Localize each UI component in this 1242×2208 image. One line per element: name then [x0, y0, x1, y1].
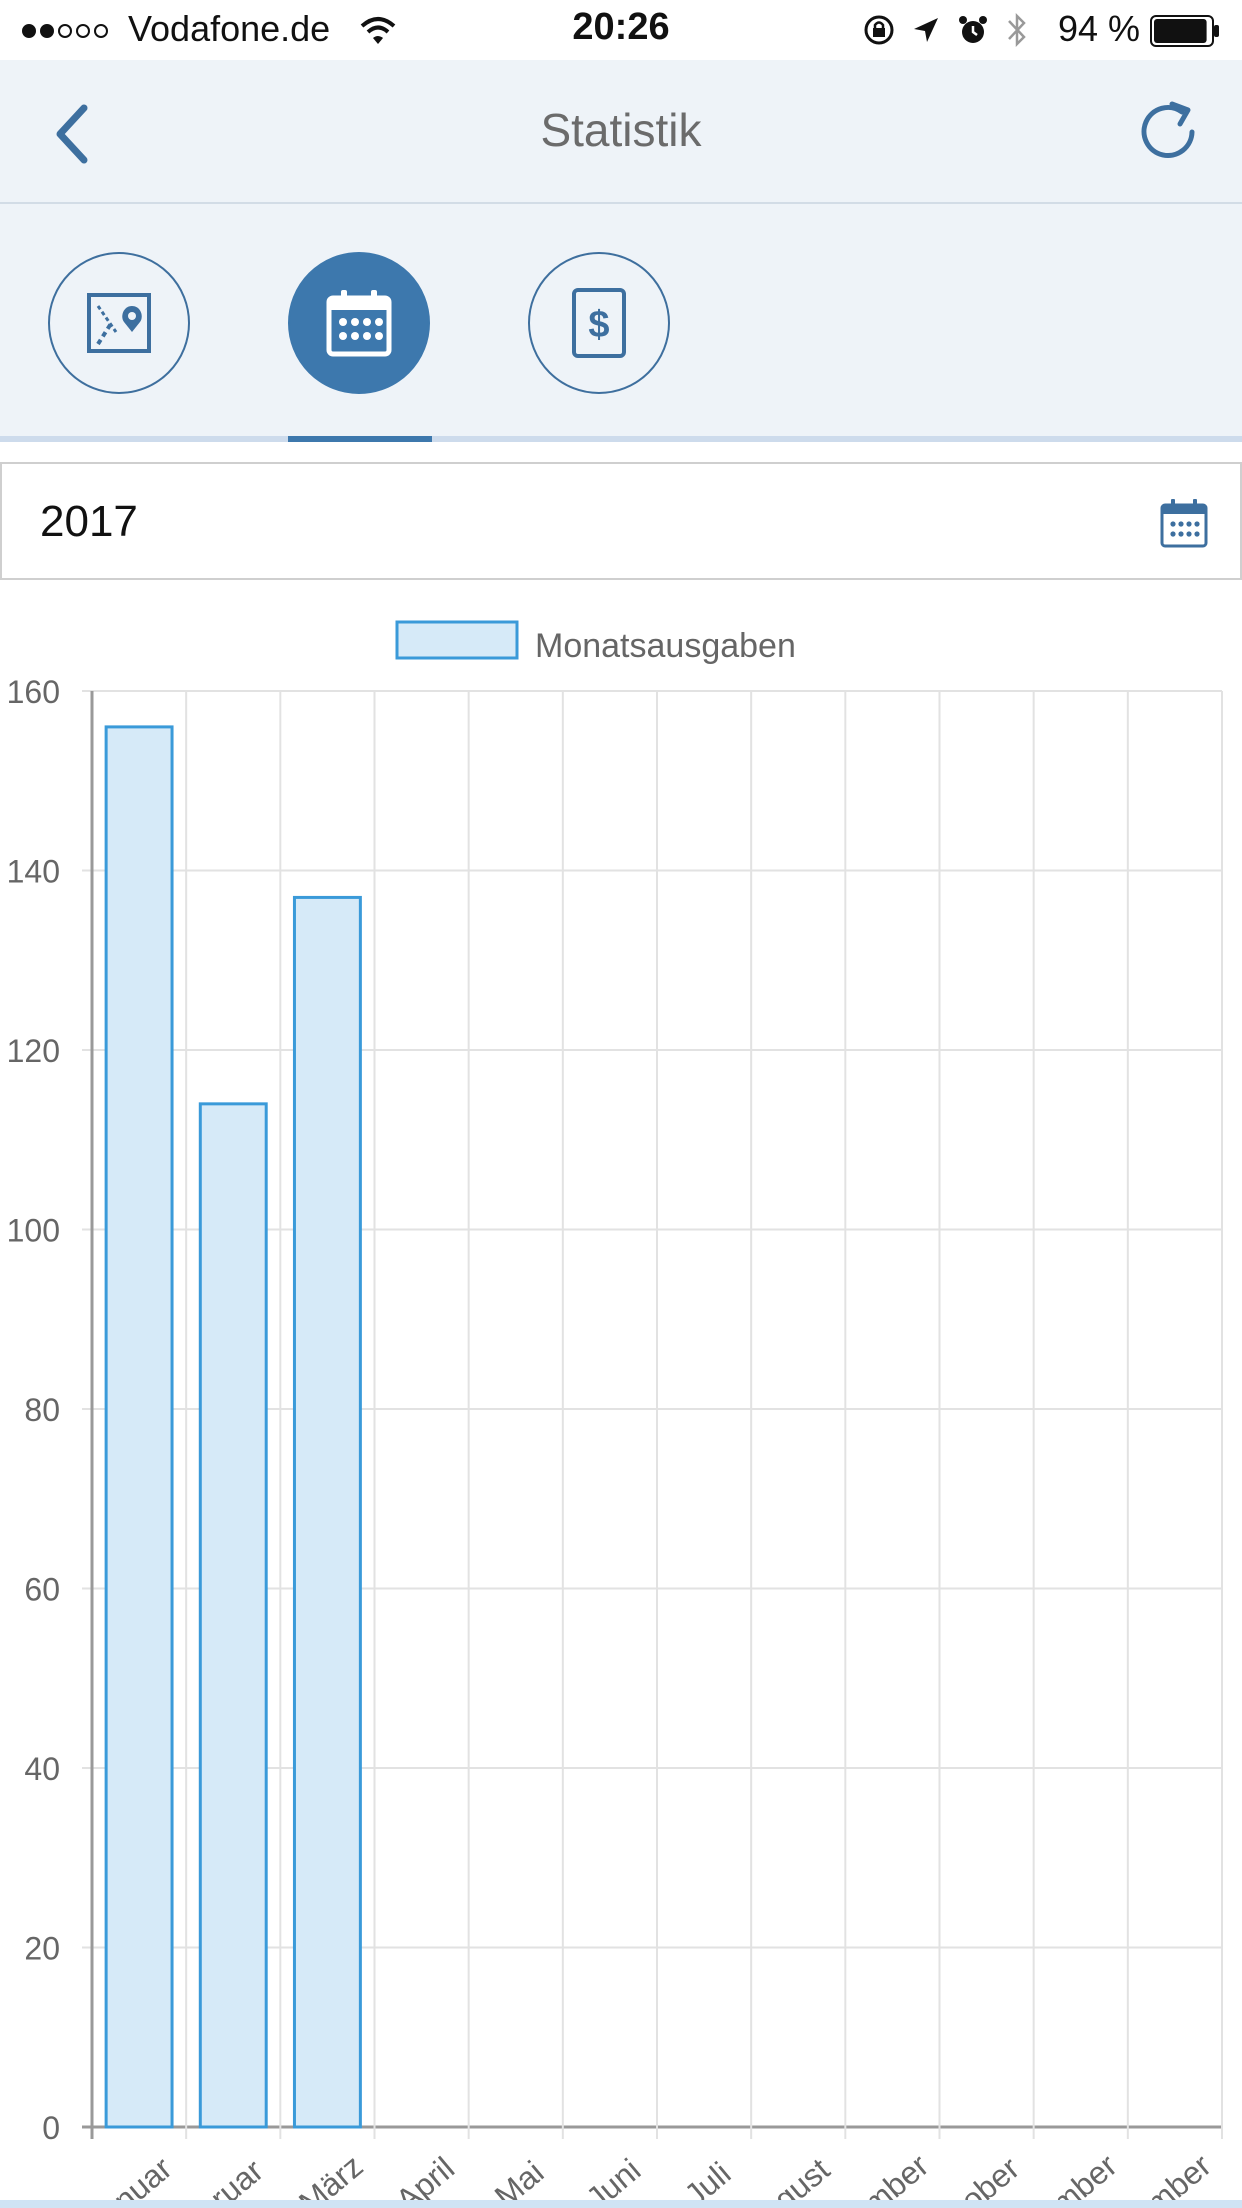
y-tick-label: 120 — [7, 1033, 60, 1069]
calendar-icon — [326, 290, 392, 357]
svg-text:$: $ — [588, 304, 609, 346]
bar-3 — [292, 895, 362, 2129]
y-tick-label: 100 — [7, 1213, 60, 1249]
refresh-button[interactable] — [1134, 96, 1206, 168]
signal-dot — [40, 24, 54, 38]
legend-swatch — [395, 620, 519, 660]
calendar-icon[interactable] — [1160, 498, 1208, 548]
x-tick-label: März — [292, 2148, 370, 2208]
bar-chart: Monatsausgaben 020406080100120140160nuar… — [7, 620, 1223, 2208]
signal-dot — [76, 24, 90, 38]
statistics-tabs: $ — [0, 204, 1242, 442]
status-icons — [862, 10, 1030, 50]
bluetooth-icon — [1008, 12, 1026, 48]
signal-dot — [94, 24, 108, 38]
bottom-strip — [0, 2200, 1242, 2208]
bar-1 — [104, 725, 174, 2129]
wifi-icon — [360, 17, 396, 44]
y-tick-label: 40 — [24, 1751, 60, 1787]
x-tick-label: mber — [1045, 2147, 1124, 2208]
nav-bar: Statistik — [0, 60, 1242, 204]
tab-calendar[interactable] — [288, 252, 430, 394]
map-pin-icon — [87, 293, 151, 353]
legend-label: Monatsausgaben — [535, 627, 796, 665]
y-tick-label: 60 — [24, 1572, 60, 1608]
bar-2 — [198, 1102, 268, 2129]
year-picker-field[interactable]: 2017 — [0, 462, 1242, 580]
y-tick-label: 0 — [42, 2110, 60, 2146]
carrier-name: Vodafone.de — [128, 8, 331, 49]
y-tick-label: 80 — [24, 1392, 60, 1428]
y-tick-label: 20 — [24, 1931, 60, 1967]
signal-strength-icon — [22, 14, 112, 48]
y-tick-label: 140 — [7, 854, 60, 890]
battery-percent: 94 % — [1058, 8, 1141, 49]
signal-dot — [58, 24, 72, 38]
x-tick-label: mber — [1139, 2147, 1218, 2208]
x-tick-label: mber — [856, 2147, 935, 2208]
signal-dot — [22, 24, 36, 38]
tab-map[interactable] — [48, 252, 190, 394]
status-time: 20:26 — [572, 6, 670, 48]
rotation-lock-icon — [864, 15, 894, 45]
active-tab-indicator — [288, 436, 432, 442]
dollar-document-icon: $ — [572, 288, 626, 358]
location-arrow-icon — [914, 18, 938, 42]
tabs-underline — [0, 436, 1242, 442]
tab-costs[interactable]: $ — [528, 252, 670, 394]
page-title: Statistik — [540, 104, 702, 156]
monthly-expenses-chart: Monatsausgaben 0 20 40 60 80 100 120 140 160 nuar… — [0, 600, 1242, 2208]
y-tick-label: 160 — [7, 674, 60, 710]
battery-icon — [1150, 15, 1219, 47]
alarm-icon — [959, 16, 987, 43]
back-button[interactable] — [44, 98, 104, 170]
year-value: 2017 — [40, 497, 138, 546]
status-bar: Vodafone.de 20:26 94 % — [0, 0, 1242, 60]
